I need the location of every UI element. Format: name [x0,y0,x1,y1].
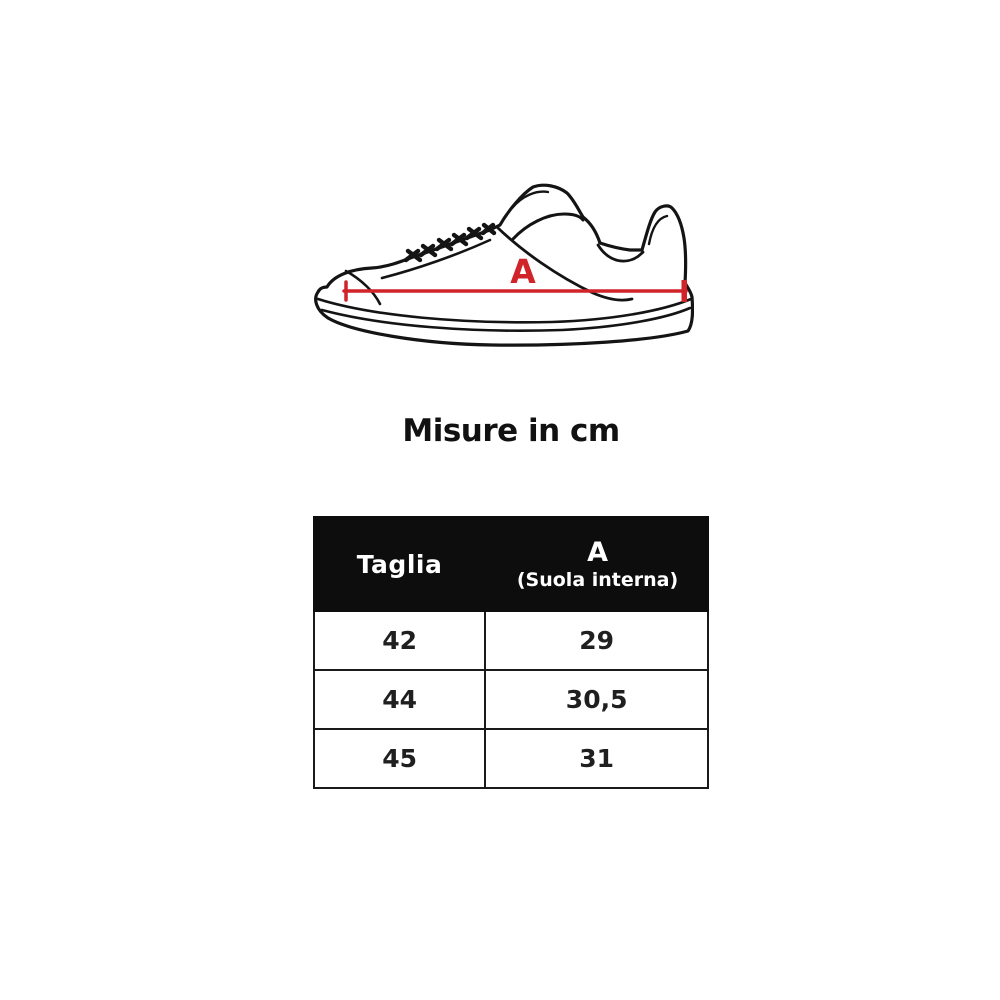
sole-line-lower [320,306,692,332]
page-title: Misure in cm [402,413,620,449]
sole-line-upper [316,297,693,324]
heel-tab-seam [647,214,669,246]
size-table: Taglia A (Suola interna) 42 29 44 30,5 4… [313,516,709,789]
measurement-label: A [510,252,536,291]
header-taglia-label: Taglia [356,549,443,579]
table-body: 42 29 44 30,5 45 31 [313,612,709,789]
cell-size: 44 [315,671,487,728]
measurement-line-a [342,280,688,302]
collar-seam [511,212,585,241]
cell-length: 30,5 [565,685,628,714]
table-row: 44 30,5 [315,669,707,728]
table-row: 45 31 [315,728,707,787]
sneaker-illustration: A [314,183,694,347]
cell-size: 45 [315,730,487,787]
header-cell-taglia: Taglia [313,516,486,612]
laces [403,222,497,263]
tongue-seam [510,190,550,210]
header-a-sublabel: (Suola interna) [516,568,679,591]
eyestay-seam [380,238,492,280]
table-header: Taglia A (Suola interna) [313,516,709,612]
toe-cap-seam [344,269,382,306]
heel-seam [596,243,645,263]
table-row: 42 29 [315,612,707,669]
cell-length: 31 [579,744,615,773]
header-a-label: A [587,536,608,568]
header-cell-a: A (Suola interna) [486,516,709,612]
cell-length: 29 [579,626,615,655]
cell-size: 42 [315,612,487,669]
